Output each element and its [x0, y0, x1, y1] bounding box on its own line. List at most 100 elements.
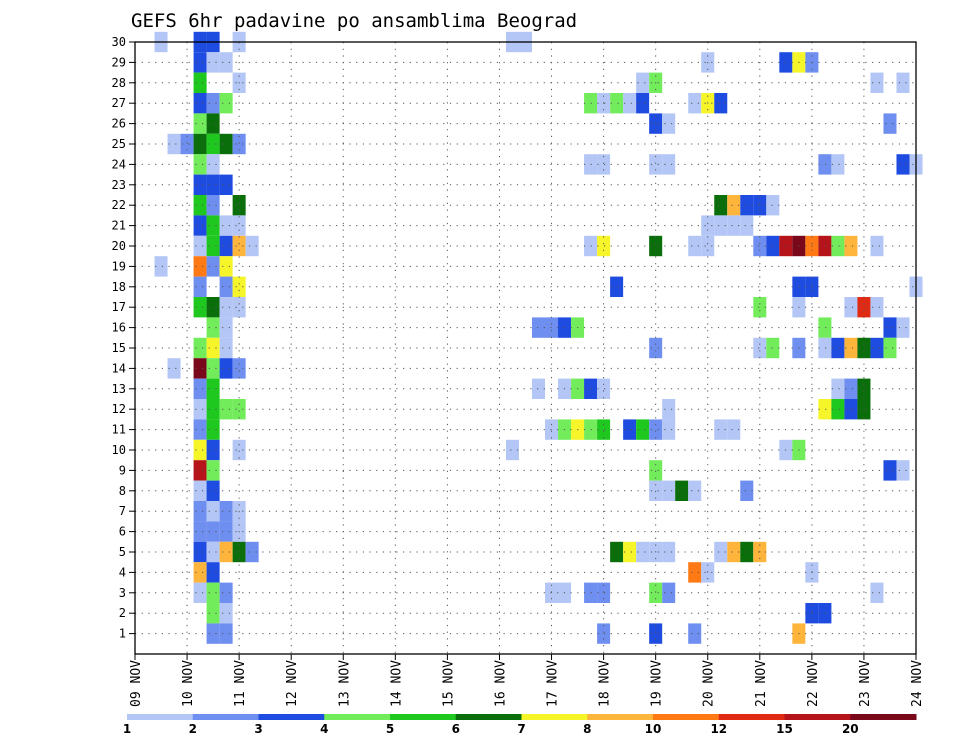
x-tick-label: 09 NOV [129, 660, 144, 707]
precip-cell [245, 541, 259, 563]
y-tick-label: 19 [112, 259, 126, 273]
precip-cell [649, 419, 663, 440]
precip-cell [597, 154, 611, 175]
y-tick-label: 23 [112, 178, 126, 192]
precip-cell [219, 317, 233, 338]
precip-cell [245, 235, 259, 257]
colorbar-label: 8 [583, 722, 591, 736]
colorbar-segment [192, 714, 259, 720]
colorbar-label: 7 [517, 722, 525, 736]
precip-cell [232, 195, 246, 216]
precip-cell [597, 235, 611, 257]
precip-cell [818, 399, 832, 420]
precip-cell [649, 460, 663, 481]
precip-cell [232, 133, 246, 155]
x-tick-label: 23 NOV [858, 660, 873, 707]
x-tick-label: 14 NOV [389, 660, 404, 707]
heatmap-cells [154, 31, 923, 644]
precip-cell [193, 154, 207, 175]
precip-cell [714, 93, 728, 114]
colorbar-segment [653, 714, 720, 720]
precip-cell [219, 337, 233, 359]
precip-cell [206, 480, 220, 501]
y-tick-label: 13 [112, 382, 126, 396]
y-tick-label: 16 [112, 321, 126, 335]
precip-cell [206, 521, 220, 542]
precip-cell [727, 195, 741, 216]
precip-cell [688, 562, 702, 583]
y-tick-label: 1 [119, 627, 126, 641]
precip-cell [584, 235, 598, 257]
colorbar-segment [718, 714, 785, 720]
precip-cell [532, 317, 546, 338]
precip-cell [232, 215, 246, 236]
precip-cell [193, 337, 207, 359]
precip-cell [219, 399, 233, 420]
x-tick-label: 17 NOV [546, 660, 561, 707]
precip-cell [193, 460, 207, 481]
precip-cell [193, 215, 207, 236]
precip-cell [740, 480, 754, 501]
precip-cell [219, 541, 233, 563]
precip-cell [818, 603, 832, 624]
precip-cell [623, 93, 637, 114]
precip-cell [844, 235, 858, 257]
precip-cell [714, 541, 728, 563]
precip-cell [193, 195, 207, 216]
precip-cell [714, 195, 728, 216]
y-tick-label: 21 [112, 219, 126, 233]
precip-cell [206, 460, 220, 481]
colorbar-segment [455, 714, 522, 720]
precip-cell [154, 256, 168, 277]
precip-cell [636, 419, 650, 440]
precip-cell [193, 276, 207, 297]
precip-cell [844, 399, 858, 420]
y-tick-label: 25 [112, 137, 126, 151]
precip-cell [714, 419, 728, 440]
precip-cell [206, 358, 220, 379]
precip-cell [636, 93, 650, 114]
precip-cell [896, 154, 910, 175]
precip-cell [662, 399, 676, 420]
precip-cell [896, 72, 910, 93]
y-tick-label: 18 [112, 280, 126, 294]
precip-cell [206, 501, 220, 522]
y-tick-label: 14 [112, 361, 126, 375]
precip-cell [193, 582, 207, 603]
precip-cell [193, 521, 207, 542]
precip-cell [193, 113, 207, 134]
y-tick-label: 3 [119, 586, 126, 600]
precip-cell [896, 460, 910, 481]
colorbar-label: 2 [189, 722, 197, 736]
precip-cell [818, 154, 832, 175]
precip-cell [232, 439, 246, 461]
colorbar-segment [324, 714, 391, 720]
x-tick-label: 11 NOV [233, 660, 248, 707]
colorbar-segment [521, 714, 588, 720]
precip-cell [193, 93, 207, 114]
x-axis-ticks: 09 NOV 10 NOV 11 NOV 12 NOV 13 NOV 14 NOV 15 N… [129, 654, 925, 707]
y-tick-label: 27 [112, 96, 126, 110]
precip-cell [193, 297, 207, 318]
y-tick-label: 17 [112, 300, 126, 314]
colorbar-segment [390, 714, 457, 720]
precip-cell [584, 154, 598, 175]
precip-cell [193, 399, 207, 420]
precip-cell [649, 154, 663, 175]
precip-cell [206, 256, 220, 277]
precip-cell [688, 480, 702, 501]
x-tick-label: 22 NOV [806, 660, 821, 707]
y-tick-label: 4 [119, 565, 126, 579]
y-tick-label: 22 [112, 198, 126, 212]
precip-cell [219, 582, 233, 603]
precip-cell [206, 195, 220, 216]
precip-cell [193, 378, 207, 399]
precip-cell [753, 337, 767, 359]
precip-cell [206, 378, 220, 399]
precip-cell [193, 439, 207, 461]
y-tick-label: 12 [112, 402, 126, 416]
precip-cell [193, 235, 207, 257]
precip-cell [688, 235, 702, 257]
colorbar-label: 4 [320, 722, 328, 736]
